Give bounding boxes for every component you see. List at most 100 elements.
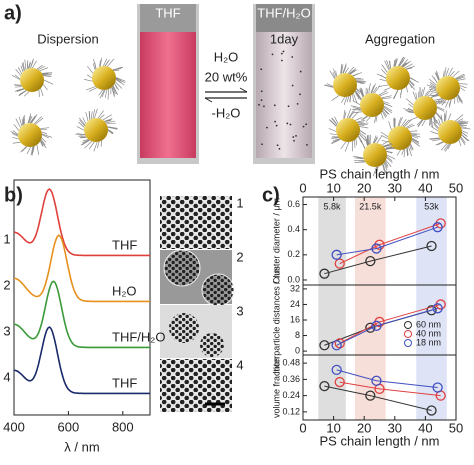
vial-top — [256, 4, 312, 32]
ligand — [415, 92, 418, 100]
ligand — [352, 107, 361, 110]
ligand — [417, 119, 424, 128]
ligand — [328, 128, 337, 132]
ligand — [408, 82, 413, 89]
point — [331, 364, 342, 376]
ligand — [38, 89, 40, 97]
ligand — [18, 116, 23, 127]
ligand — [411, 137, 420, 143]
point — [371, 320, 382, 331]
ligand — [331, 138, 341, 143]
ligand — [99, 57, 103, 67]
ligand — [114, 83, 118, 89]
dot — [260, 90, 263, 93]
ligand — [445, 143, 450, 152]
ligand — [90, 111, 93, 119]
dot — [278, 147, 281, 150]
ligand — [459, 87, 466, 92]
ligand — [342, 67, 346, 74]
ligand — [383, 105, 393, 112]
tem-cluster — [163, 249, 201, 287]
dot — [274, 120, 276, 123]
ligand — [427, 92, 433, 97]
ligand — [10, 131, 19, 136]
precipitate — [258, 50, 308, 150]
point — [331, 249, 342, 260]
ligand — [382, 110, 387, 118]
ligand — [429, 84, 437, 89]
ligand — [383, 106, 392, 114]
ligand — [356, 156, 364, 160]
ligand — [326, 83, 334, 87]
ligand — [81, 139, 90, 146]
ligand — [93, 141, 98, 152]
ligand — [384, 60, 390, 71]
ligand — [367, 135, 370, 145]
dot — [299, 70, 302, 73]
ligand — [456, 96, 459, 103]
ligand — [30, 58, 34, 69]
ligand — [437, 141, 444, 146]
ligand — [400, 89, 403, 96]
ligand — [32, 146, 35, 153]
ligand — [349, 69, 356, 75]
series-line — [336, 226, 438, 256]
ligand — [36, 64, 43, 70]
ligand — [24, 59, 27, 70]
ligand — [360, 87, 364, 97]
text: Aggregation — [365, 31, 435, 46]
ligand — [375, 166, 379, 177]
ligand — [456, 76, 465, 80]
ligand — [459, 85, 467, 89]
ligand — [405, 66, 413, 70]
ligand — [448, 99, 452, 106]
ligand — [409, 77, 416, 82]
ligand — [34, 116, 42, 125]
ligand — [23, 91, 30, 97]
text: 1day — [270, 31, 299, 46]
ligand — [98, 89, 104, 96]
ligand — [341, 96, 346, 103]
ligand — [352, 73, 359, 76]
ligand — [99, 114, 105, 119]
gold-particle — [438, 120, 462, 144]
ligand — [357, 121, 365, 123]
x-tick-label: 50 — [449, 180, 463, 195]
ligand — [433, 116, 436, 123]
series-number: 4 — [3, 369, 10, 384]
ligand — [331, 117, 338, 125]
ligand — [351, 111, 359, 119]
ligand — [436, 70, 440, 80]
vial-top — [140, 4, 196, 32]
panel-label: a) — [4, 2, 22, 24]
dot — [295, 134, 297, 137]
y-axis-label: Interparticle distances / nm — [271, 266, 281, 374]
ligand — [111, 87, 115, 98]
ligand — [21, 62, 25, 72]
gold-particle — [413, 96, 437, 120]
ligand — [408, 103, 414, 108]
ligand — [445, 110, 447, 121]
ligand — [385, 147, 396, 150]
ligand — [459, 122, 469, 125]
ligand — [416, 119, 423, 126]
ligand — [452, 70, 460, 78]
ligand — [349, 110, 355, 119]
ligand — [386, 60, 390, 70]
ligand — [458, 122, 465, 124]
series-name: THF/H₂O — [112, 329, 165, 344]
text: Dispersion — [37, 31, 98, 46]
ligand — [429, 81, 437, 87]
x-axis-label: PS chain length / nm — [320, 166, 440, 181]
panel-label: b) — [4, 184, 23, 206]
gold-particle — [363, 143, 387, 167]
ligand — [460, 137, 466, 146]
ligand — [107, 129, 114, 134]
ligand — [335, 70, 337, 77]
ligand — [329, 133, 337, 136]
x-tick-label: 40 — [418, 180, 432, 195]
ligand — [422, 87, 426, 97]
y-tick-label: 24 — [290, 299, 300, 309]
ligand — [382, 110, 388, 117]
ligand — [373, 116, 377, 124]
